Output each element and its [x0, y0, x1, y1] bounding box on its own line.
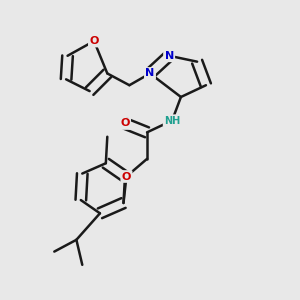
Text: O: O	[122, 172, 131, 182]
Text: N: N	[164, 51, 174, 61]
Text: N: N	[146, 68, 154, 78]
Text: O: O	[89, 36, 99, 46]
Text: NH: NH	[164, 116, 180, 126]
Text: O: O	[120, 118, 130, 128]
